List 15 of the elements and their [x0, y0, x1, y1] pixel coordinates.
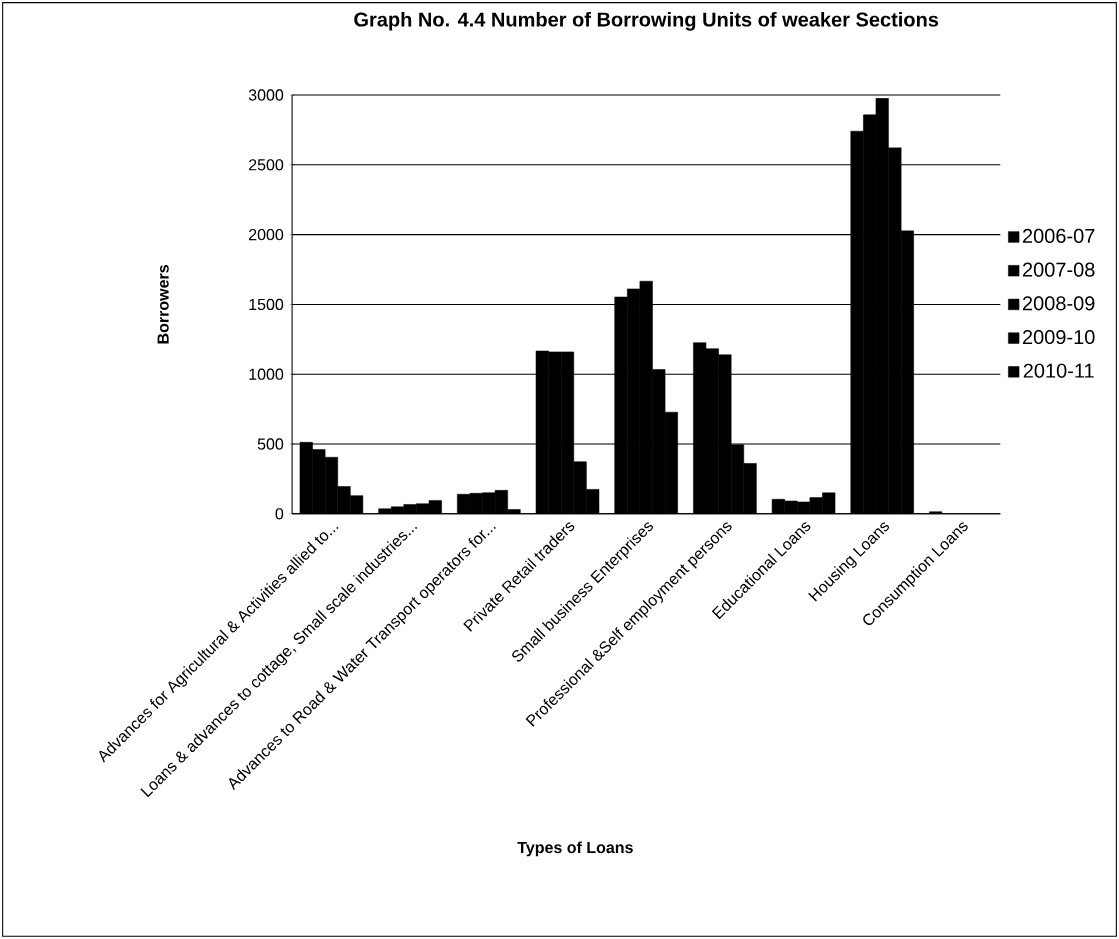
legend-label: 2007-08 [1022, 262, 1095, 277]
legend-label: 2006-07 [1022, 228, 1095, 244]
x-axis-title: Types of Loans [517, 841, 633, 857]
y-tick-label: 3000 [248, 89, 284, 101]
legend-label: 2010-11 [1023, 363, 1094, 378]
chart-title: Graph No. 4.4 Number of Borrowing Units of weaker Sections [354, 11, 939, 31]
y-tick-label: 1000 [249, 368, 284, 380]
y-tick-label: 0 [275, 508, 284, 520]
y-axis-title: Borrowers [157, 265, 169, 344]
y-tick-label: 2500 [249, 159, 284, 171]
legend-label: 2009-10 [1022, 329, 1095, 345]
y-tick-label: 1500 [249, 298, 284, 311]
y-tick-label: 2000 [249, 228, 284, 241]
y-tick-label: 500 [257, 438, 284, 450]
legend-label: 2008-09 [1022, 296, 1095, 311]
